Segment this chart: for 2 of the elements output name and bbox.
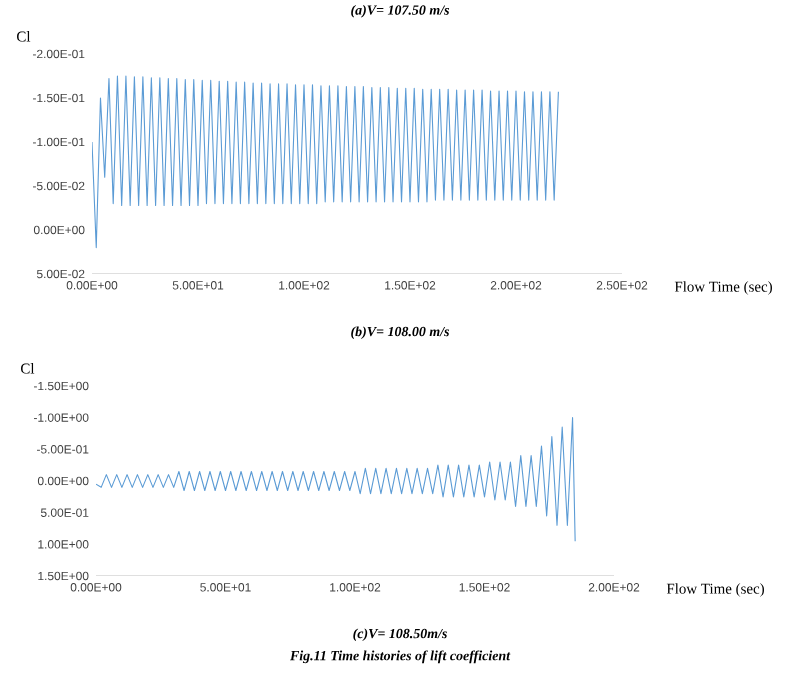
line-series xyxy=(92,75,559,249)
line-series xyxy=(96,417,576,542)
